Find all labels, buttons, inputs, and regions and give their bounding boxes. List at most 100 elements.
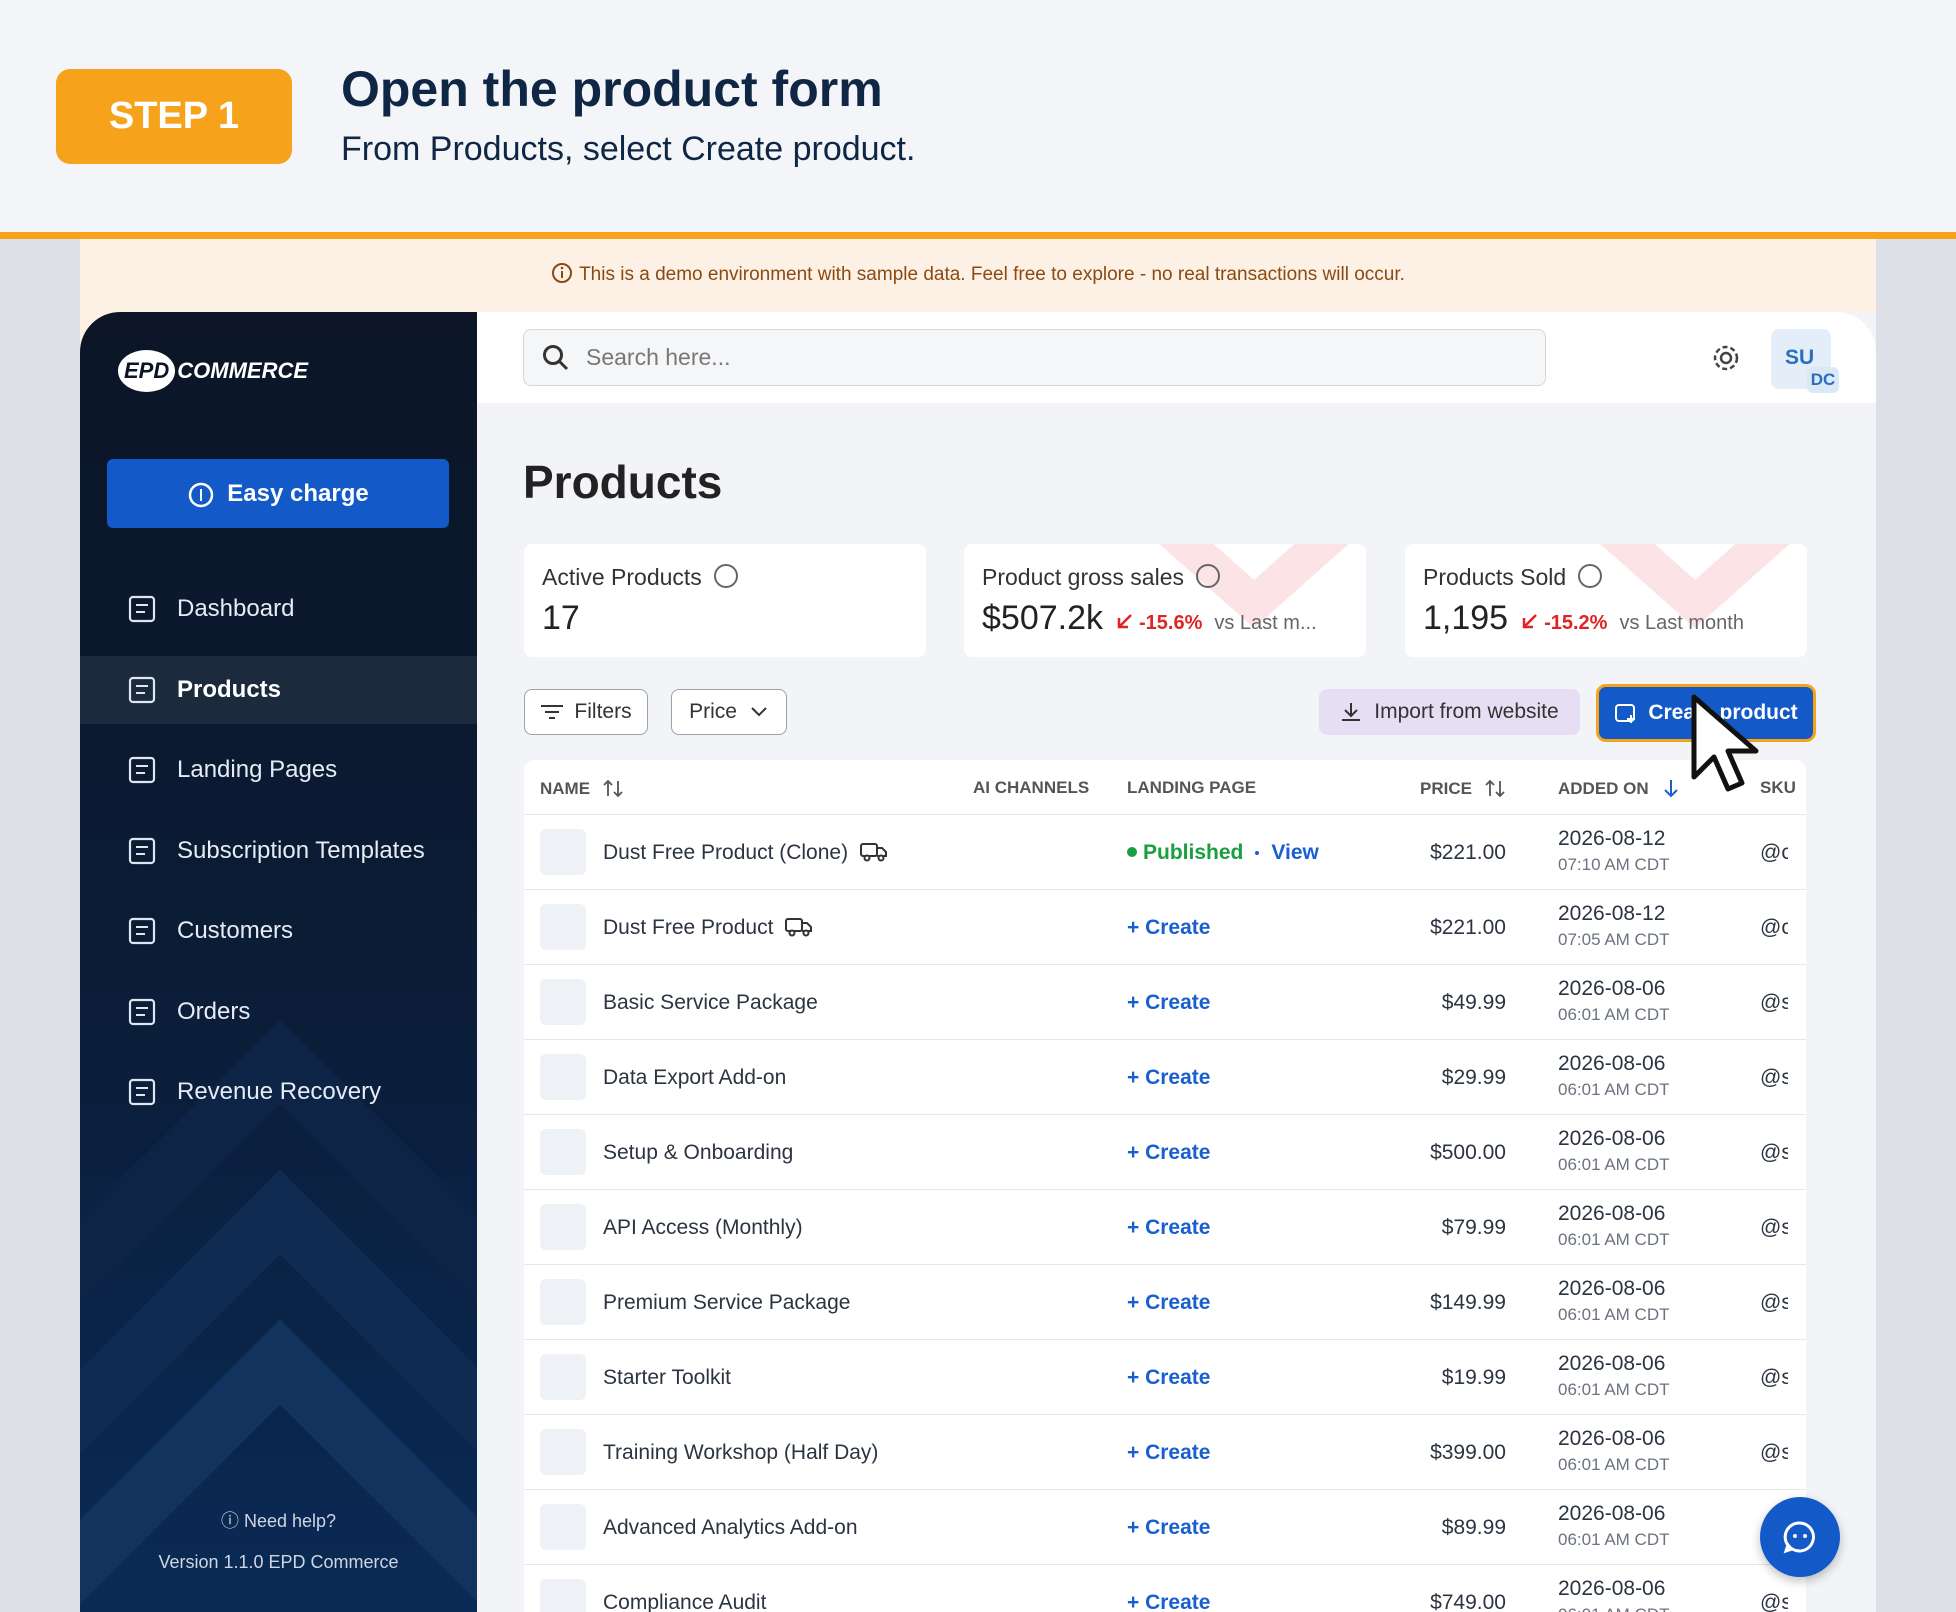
product-thumbnail: [540, 829, 586, 875]
nav-label: Revenue Recovery: [177, 1078, 382, 1105]
price: $221.00: [1430, 916, 1506, 939]
sku: @c: [1760, 841, 1788, 864]
landing-link[interactable]: View: [1271, 841, 1319, 864]
landing-create[interactable]: + Create: [1127, 1441, 1211, 1464]
step-title: Open the product form: [341, 61, 883, 117]
stat-label-text: Product gross sales: [982, 564, 1184, 590]
product-thumbnail: [540, 1354, 586, 1400]
table-row[interactable]: Data Export Add-on + Create $29.99 2026-08-…: [524, 1040, 1806, 1115]
step-header: [0, 0, 1956, 232]
added-date: 2026-08-06: [1558, 1427, 1666, 1450]
added-date: 2026-08-12: [1558, 827, 1666, 850]
chat-button[interactable]: [1760, 1497, 1840, 1577]
column-header[interactable]: ADDED ON: [1558, 778, 1681, 799]
help-text: Need help?: [243, 1511, 337, 1531]
table-row[interactable]: Dust Free Product + Create $221.00 2026-08-…: [524, 890, 1806, 965]
table-row[interactable]: Basic Service Package + Create $49.99 2026-…: [524, 965, 1806, 1040]
table-row[interactable]: Premium Service Package + Create $149.99 20…: [524, 1265, 1806, 1340]
filters-label: Filters: [574, 700, 632, 723]
added-time: 06:01 AM CDT: [1558, 1080, 1670, 1099]
added-time: 06:01 AM CDT: [1558, 1605, 1670, 1612]
landing-page: + Create: [1127, 1591, 1210, 1612]
landing-create[interactable]: + Create: [1127, 1066, 1211, 1089]
added-time: 06:01 AM CDT: [1558, 1230, 1670, 1249]
column-header[interactable]: PRICE: [1420, 778, 1506, 799]
nav-item[interactable]: Subscription Templates: [80, 817, 477, 885]
nav-icon: [128, 676, 156, 703]
import-button[interactable]: Import from website: [1319, 689, 1580, 735]
card-decoration: [1600, 544, 1790, 629]
stat-label: Products Sold: [1423, 564, 1603, 591]
table-row[interactable]: Starter Toolkit + Create $19.99 2026-08-06 0…: [524, 1340, 1806, 1415]
added-time: 06:01 AM CDT: [1558, 1305, 1670, 1324]
nav-item[interactable]: Dashboard: [80, 575, 477, 643]
chevron: [751, 707, 767, 717]
landing-create[interactable]: + Create: [1127, 1141, 1211, 1164]
landing-page: Published View: [1127, 841, 1319, 865]
added-time: 07:10 AM CDT: [1558, 855, 1670, 874]
product-thumbnail: [540, 1054, 586, 1100]
table-row[interactable]: API Access (Monthly) + Create $79.99 2026-0…: [524, 1190, 1806, 1265]
sku: @s: [1760, 1291, 1788, 1314]
table-row[interactable]: Advanced Analytics Add-on + Create $89.99 2…: [524, 1490, 1806, 1565]
shipping-icon: [860, 843, 888, 862]
nav-item[interactable]: Landing Pages: [80, 736, 477, 804]
card-decoration: [1159, 544, 1349, 629]
product-name-text: Training Workshop (Half Day): [603, 1441, 879, 1464]
step-badge: STEP 1: [56, 69, 292, 164]
stat-label: Active Products: [542, 564, 738, 591]
sku: @s: [1760, 1141, 1788, 1164]
filters-button[interactable]: Filters: [524, 689, 648, 735]
landing-create[interactable]: + Create: [1127, 1516, 1211, 1539]
product-thumbnail: [540, 1579, 586, 1612]
stat-value: 17: [542, 599, 580, 637]
avatar[interactable]: SU DC: [1771, 329, 1839, 393]
table-row[interactable]: Dust Free Product (Clone) Published View $2…: [524, 815, 1806, 890]
stat-card: Active Products 17: [524, 544, 926, 657]
price: $149.99: [1430, 1291, 1506, 1314]
stat-label: Product gross sales: [982, 564, 1220, 591]
product-thumbnail: [540, 1279, 586, 1325]
table-row[interactable]: Setup & Onboarding + Create $500.00 2026-08…: [524, 1115, 1806, 1190]
avatar-badge: DC: [1807, 367, 1839, 393]
search-box[interactable]: Search here...: [523, 329, 1546, 386]
import-label: Import from website: [1374, 700, 1559, 723]
help-link[interactable]: ⓘ Need help?: [220, 1511, 337, 1531]
landing-create[interactable]: + Create: [1127, 1366, 1211, 1389]
stat-row: 1,195 -15.2% vs Last month: [1423, 599, 1744, 638]
step-subtitle: From Products, select Create product.: [341, 130, 916, 168]
landing-create[interactable]: + Create: [1127, 1591, 1211, 1612]
price: $749.00: [1430, 1591, 1506, 1612]
landing-create[interactable]: + Create: [1127, 916, 1211, 939]
landing-page: + Create: [1127, 1066, 1210, 1090]
logo: EPD COMMERCE: [118, 350, 308, 392]
landing-create[interactable]: + Create: [1127, 1216, 1211, 1239]
column-header[interactable]: NAME: [540, 778, 624, 799]
sku: @s: [1760, 991, 1788, 1014]
stat-value: 1,195: [1423, 599, 1509, 637]
nav-item[interactable]: Revenue Recovery: [80, 1058, 477, 1126]
table-row[interactable]: Compliance Audit + Create $749.00 2026-08-0…: [524, 1565, 1806, 1612]
divider: [0, 232, 1956, 239]
nav-item[interactable]: Orders: [80, 978, 477, 1046]
nav-item[interactable]: Products: [80, 655, 477, 724]
table-header: NAME AI CHANNELS LANDING PAGE PRICE ADDED ON…: [524, 760, 1806, 815]
landing-create[interactable]: + Create: [1127, 1291, 1211, 1314]
status-dot: [1127, 847, 1137, 857]
settings-icon[interactable]: [1710, 342, 1742, 374]
search-placeholder: Search here...: [586, 344, 731, 370]
product-thumbnail: [540, 1429, 586, 1475]
landing-page: + Create: [1127, 1366, 1210, 1390]
column-header: AI CHANNELS: [973, 778, 1089, 798]
landing-create[interactable]: + Create: [1127, 991, 1211, 1014]
price-dropdown[interactable]: Price: [671, 689, 787, 735]
easy-charge-button[interactable]: Easy charge: [107, 459, 449, 528]
column-header: SKU: [1760, 778, 1796, 798]
price: $19.99: [1441, 1366, 1506, 1389]
nav-item[interactable]: Customers: [80, 897, 477, 965]
table-row[interactable]: Training Workshop (Half Day) + Create $399…: [524, 1415, 1806, 1490]
added-date: 2026-08-06: [1558, 1277, 1666, 1300]
nav-label: Dashboard: [177, 595, 295, 622]
column-header: LANDING PAGE: [1127, 778, 1256, 798]
